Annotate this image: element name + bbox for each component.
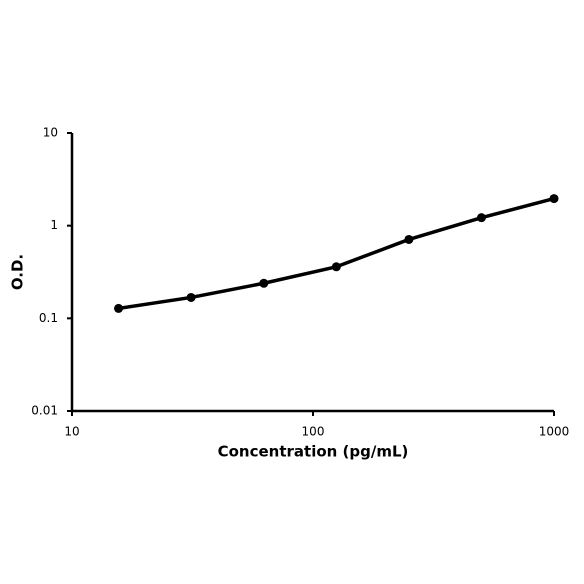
y-tick-label: 1 <box>50 218 58 232</box>
data-point <box>549 194 559 204</box>
data-point <box>186 292 196 302</box>
data-point <box>404 234 414 244</box>
data-point <box>331 262 341 272</box>
y-tick-label: 0.1 <box>39 311 58 325</box>
y-tick-label: 0.01 <box>31 404 58 418</box>
x-tick-label: 10 <box>64 425 79 439</box>
data-line <box>118 196 555 311</box>
y-tick-label: 10 <box>43 126 58 140</box>
data-point <box>476 213 486 223</box>
data-point <box>114 303 124 313</box>
data-point <box>259 278 269 288</box>
x-tick-label: 1000 <box>539 425 570 439</box>
y-axis-title: O.D. <box>9 254 27 290</box>
x-tick-label: 100 <box>302 425 325 439</box>
x-axis-title: Concentration (pg/mL) <box>218 443 409 461</box>
